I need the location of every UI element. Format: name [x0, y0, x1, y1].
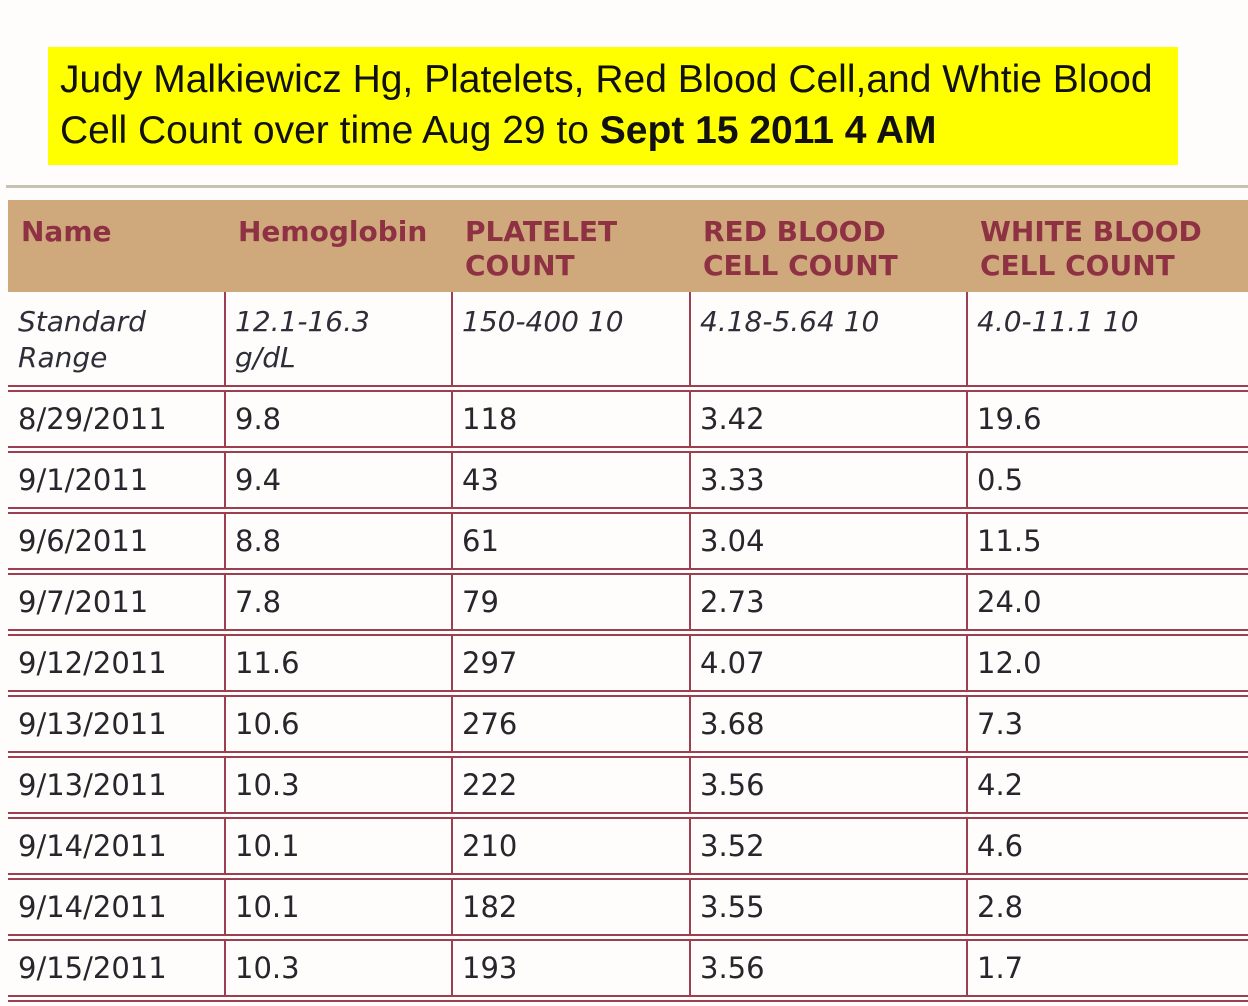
cell-platelet: 210	[451, 815, 690, 880]
cell-wbc: 2.8	[966, 876, 1248, 941]
table-header-row: Name Hemoglobin PLATELET COUNT RED BLOOD…	[8, 200, 1248, 292]
cell-hemoglobin: 10.6	[224, 693, 452, 758]
cell-hemoglobin: 7.8	[224, 571, 452, 636]
cell-date: 9/14/2011	[8, 815, 225, 880]
cell-wbc: 24.0	[966, 571, 1248, 636]
cell-rbc: 3.52	[689, 815, 967, 880]
horizontal-divider	[6, 185, 1248, 188]
cell-rbc: 2.73	[689, 571, 967, 636]
cell-date: 9/1/2011	[8, 449, 225, 514]
cell-wbc: 11.5	[966, 510, 1248, 575]
cell-date: 9/12/2011	[8, 632, 225, 697]
cell-rbc: 3.33	[689, 449, 967, 514]
column-header-white-blood-cell-count: WHITE BLOOD CELL COUNT	[967, 200, 1248, 292]
column-header-red-blood-cell-count: RED BLOOD CELL COUNT	[690, 200, 967, 292]
cell-hemoglobin: 10.1	[224, 876, 452, 941]
cell-rbc: 3.42	[689, 388, 967, 453]
cell-hemoglobin: 10.3	[224, 937, 452, 1002]
table-row: 9/14/2011 10.1 182 3.55 2.8	[8, 876, 1248, 941]
cell-hemoglobin: 10.1	[224, 815, 452, 880]
cell-rbc: 3.56	[689, 937, 967, 1002]
cell-hemoglobin: 9.4	[224, 449, 452, 514]
table-row: 9/12/2011 11.6 297 4.07 12.0	[8, 632, 1248, 697]
cell-platelet: 118	[451, 388, 690, 453]
cell-wbc: 4.6	[966, 815, 1248, 880]
cell-date: 9/7/2011	[8, 571, 225, 636]
table-row: 9/1/2011 9.4 43 3.33 0.5	[8, 449, 1248, 514]
cell-platelet: 193	[451, 937, 690, 1002]
lab-results-table: Name Hemoglobin PLATELET COUNT RED BLOOD…	[8, 200, 1248, 1002]
cell-rbc: 3.55	[689, 876, 967, 941]
table-row: 9/13/2011 10.6 276 3.68 7.3	[8, 693, 1248, 758]
cell-hemoglobin: 11.6	[224, 632, 452, 697]
cell-rbc: 3.56	[689, 754, 967, 819]
slide-title-line2-bold: Sept 15 2011 4 AM	[599, 109, 937, 152]
standard-range-platelet: 150-400 10	[451, 292, 690, 392]
cell-platelet: 43	[451, 449, 690, 514]
standard-range-row: Standard Range 12.1-16.3 g/dL 150-400 10…	[8, 292, 1248, 392]
cell-date: 9/6/2011	[8, 510, 225, 575]
cell-hemoglobin: 8.8	[224, 510, 452, 575]
cell-wbc: 7.3	[966, 693, 1248, 758]
cell-rbc: 3.04	[689, 510, 967, 575]
slide-title-line2: Cell Count over time Aug 29 to Sept 15 2…	[60, 105, 1172, 156]
cell-wbc: 1.7	[966, 937, 1248, 1002]
cell-date: 9/14/2011	[8, 876, 225, 941]
cell-date: 9/13/2011	[8, 693, 225, 758]
table-row: 9/6/2011 8.8 61 3.04 11.5	[8, 510, 1248, 575]
standard-range-hemoglobin: 12.1-16.3 g/dL	[224, 292, 452, 392]
table-row: 9/14/2011 10.1 210 3.52 4.6	[8, 815, 1248, 880]
cell-hemoglobin: 10.3	[224, 754, 452, 819]
cell-hemoglobin: 9.8	[224, 388, 452, 453]
slide-title: Judy Malkiewicz Hg, Platelets, Red Blood…	[48, 47, 1178, 165]
cell-platelet: 276	[451, 693, 690, 758]
column-header-platelet-count: PLATELET COUNT	[452, 200, 690, 292]
column-header-name: Name	[8, 200, 225, 292]
cell-platelet: 297	[451, 632, 690, 697]
cell-date: 8/29/2011	[8, 388, 225, 453]
cell-wbc: 12.0	[966, 632, 1248, 697]
cell-platelet: 79	[451, 571, 690, 636]
standard-range-rbc: 4.18-5.64 10	[689, 292, 967, 392]
slide-title-line1: Judy Malkiewicz Hg, Platelets, Red Blood…	[60, 58, 1153, 101]
table-row: 8/29/2011 9.8 118 3.42 19.6	[8, 388, 1248, 453]
cell-platelet: 182	[451, 876, 690, 941]
cell-rbc: 4.07	[689, 632, 967, 697]
cell-platelet: 222	[451, 754, 690, 819]
cell-date: 9/15/2011	[8, 937, 225, 1002]
table-row: 9/13/2011 10.3 222 3.56 4.2	[8, 754, 1248, 819]
cell-wbc: 19.6	[966, 388, 1248, 453]
cell-wbc: 0.5	[966, 449, 1248, 514]
cell-rbc: 3.68	[689, 693, 967, 758]
standard-range-wbc: 4.0-11.1 10	[966, 292, 1248, 392]
cell-date: 9/13/2011	[8, 754, 225, 819]
lab-results-table-container: Name Hemoglobin PLATELET COUNT RED BLOOD…	[8, 200, 1248, 1002]
table-row: 9/15/2011 10.3 193 3.56 1.7	[8, 937, 1248, 1002]
standard-range-label: Standard Range	[8, 292, 225, 392]
column-header-hemoglobin: Hemoglobin	[225, 200, 452, 292]
slide-title-line2-normal: Cell Count over time Aug 29 to	[60, 109, 600, 152]
cell-wbc: 4.2	[966, 754, 1248, 819]
cell-platelet: 61	[451, 510, 690, 575]
table-row: 9/7/2011 7.8 79 2.73 24.0	[8, 571, 1248, 636]
